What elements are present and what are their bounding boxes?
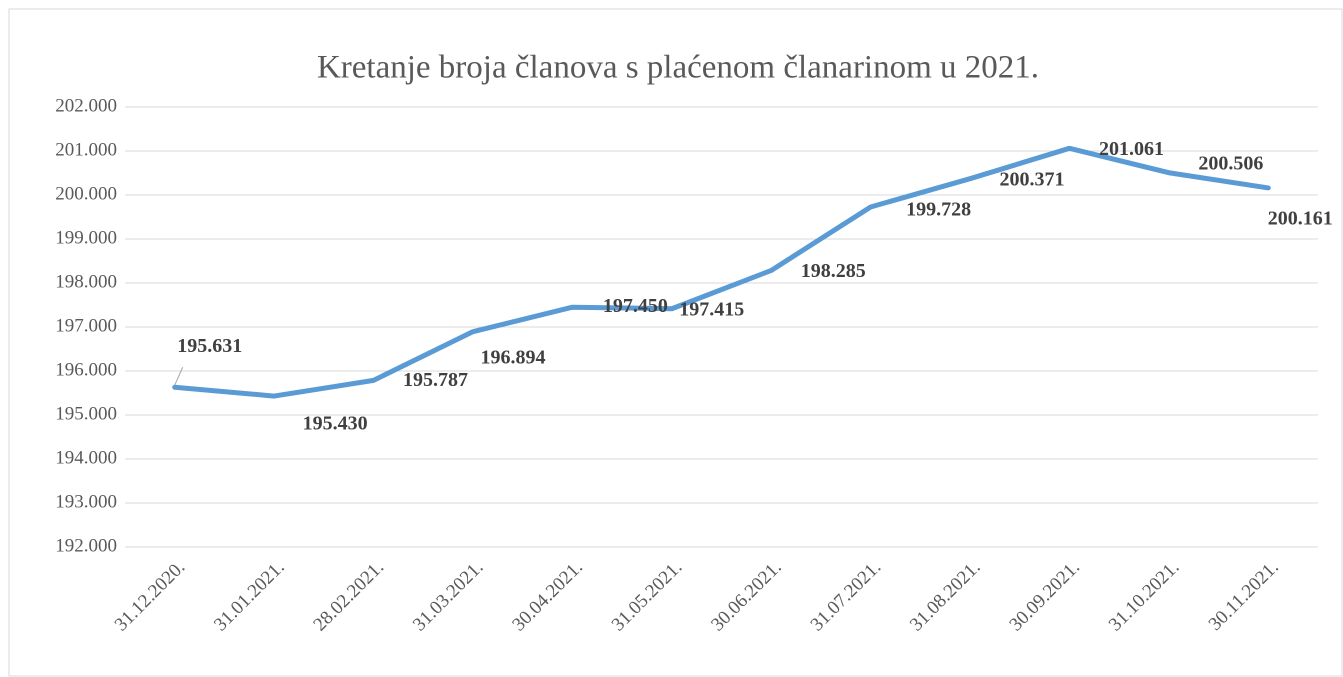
- data-label: 201.061: [1099, 138, 1164, 160]
- data-label: 200.161: [1268, 208, 1333, 230]
- data-label: 197.450: [603, 295, 668, 317]
- y-tick-label: 194.000: [55, 447, 117, 468]
- y-tick-label: 197.000: [55, 315, 117, 336]
- data-label: 200.371: [1000, 168, 1065, 190]
- y-tick-label: 200.000: [55, 183, 117, 204]
- data-label: 195.787: [403, 369, 468, 391]
- line: [172, 145, 1271, 399]
- data-label: 199.728: [906, 199, 971, 221]
- data-label: 197.415: [679, 298, 744, 320]
- leader-line: [174, 367, 184, 386]
- data-label: 195.430: [303, 413, 368, 435]
- y-tick-label: 195.000: [55, 403, 117, 424]
- y-tick-label: 192.000: [55, 535, 117, 556]
- y-tick-label: 193.000: [55, 491, 117, 512]
- y-tick-label: 196.000: [55, 359, 117, 380]
- data-label: 200.506: [1198, 152, 1263, 174]
- data-label: 195.631: [177, 335, 242, 357]
- y-tick-label: 201.000: [55, 139, 117, 160]
- chart-title: Kretanje broja članova s plaćenom članar…: [317, 50, 1039, 86]
- data-label: 198.285: [801, 260, 866, 282]
- data-label: 196.894: [480, 346, 545, 368]
- y-tick-label: 199.000: [55, 227, 117, 248]
- y-tick-label: 198.000: [55, 271, 117, 292]
- y-tick-label: 202.000: [55, 95, 117, 116]
- chart-frame: [8, 8, 1343, 677]
